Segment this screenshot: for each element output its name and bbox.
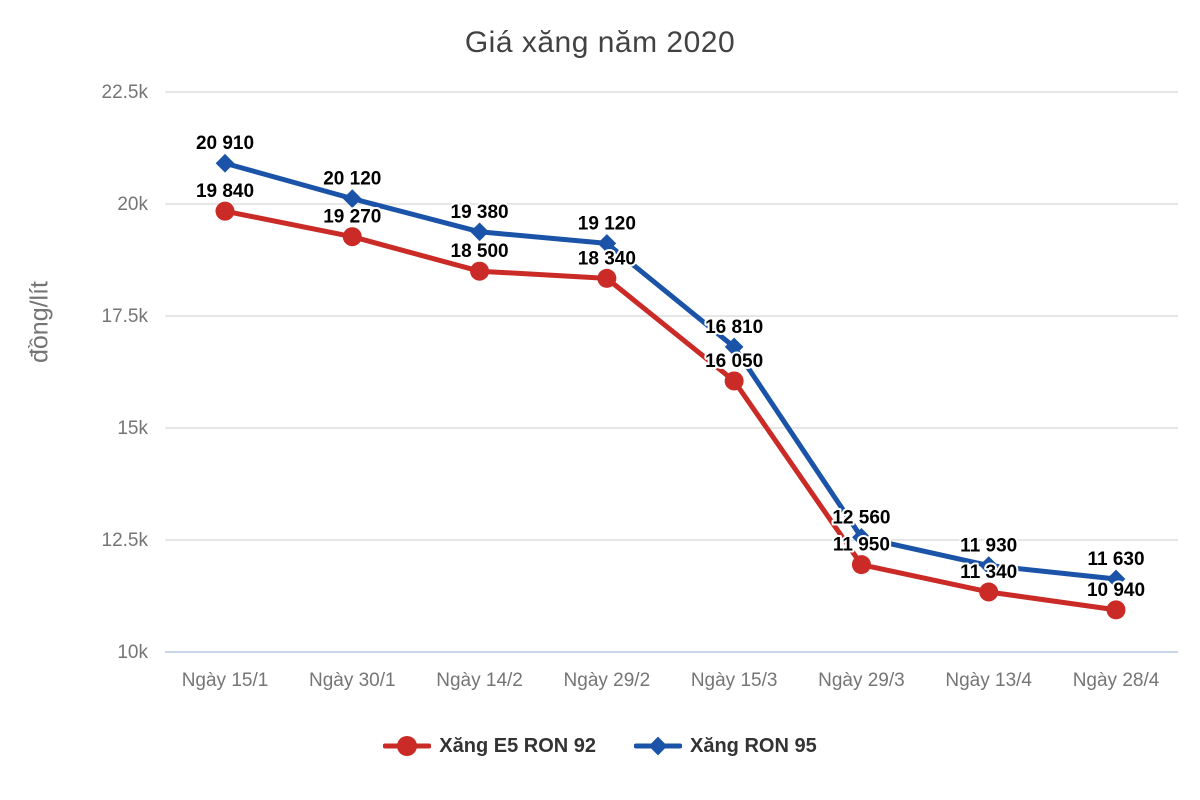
data-point-circle-icon [470, 261, 490, 281]
data-label: 19 120 [578, 213, 636, 234]
data-point-diamond-icon [215, 153, 235, 173]
y-tick-label: 17.5k [102, 306, 149, 327]
y-tick-label: 20k [117, 194, 148, 215]
data-point-circle-icon [342, 227, 362, 247]
data-point-diamond-icon [979, 556, 999, 575]
legend-diamond-marker-icon [634, 736, 682, 756]
y-tick-label: 12.5k [102, 530, 149, 551]
legend-item-1: Xăng E5 RON 92 [383, 733, 596, 759]
data-label: 11 340 [960, 562, 1017, 583]
data-label: 20 120 [323, 169, 381, 190]
data-label: 18 340 [578, 248, 636, 269]
x-tick-label: Ngày 30/1 [309, 670, 396, 691]
x-tick-label: Ngày 29/3 [818, 670, 905, 691]
data-point-circle-icon [851, 555, 871, 575]
data-label: 16 810 [705, 317, 763, 338]
x-tick-label: Ngày 13/4 [945, 670, 1032, 691]
legend-circle-marker-icon [383, 736, 432, 756]
y-tick-label: 15k [117, 418, 148, 439]
data-label: 19 270 [323, 207, 381, 228]
data-label: 19 840 [196, 181, 254, 202]
data-point-circle-icon [597, 268, 617, 288]
x-tick-label: Ngày 28/4 [1073, 670, 1160, 691]
x-tick-label: Ngày 15/3 [691, 670, 778, 691]
data-point-diamond-icon [724, 337, 744, 357]
data-label: 11 630 [1087, 549, 1144, 570]
data-point-circle-icon [215, 201, 235, 221]
y-tick-label: 22.5k [102, 82, 149, 103]
y-tick-label: 10k [117, 642, 148, 663]
x-tick-label: Ngày 29/2 [564, 670, 651, 691]
data-point-diamond-icon [852, 527, 871, 547]
data-point-circle-icon [979, 582, 999, 602]
legend-label: Xăng RON 95 [690, 734, 817, 757]
chart-title: Giá xăng năm 2020 [464, 26, 736, 59]
data-label: 16 050 [705, 351, 763, 372]
data-point-diamond-icon [342, 189, 362, 208]
data-label: 18 500 [451, 241, 509, 262]
x-tick-label: Ngày 15/1 [182, 670, 269, 691]
chart-legend: Xăng E5 RON 92 Xăng RON 95 [0, 733, 1200, 759]
data-label: 19 380 [451, 202, 509, 223]
legend-item-2: Xăng RON 95 [634, 733, 817, 759]
data-label: 12 560 [832, 507, 890, 528]
data-label: 10 940 [1087, 580, 1145, 601]
series-line-1 [222, 208, 1119, 613]
data-point-circle-icon [1106, 600, 1126, 620]
data-point-circle-icon [724, 371, 744, 391]
data-label: 11 930 [960, 536, 1017, 557]
data-label: 11 950 [833, 535, 890, 556]
data-point-diamond-icon [470, 222, 489, 242]
series-line-2 [222, 160, 1119, 582]
legend-label: Xăng E5 RON 92 [439, 734, 596, 757]
x-tick-label: Ngày 14/2 [436, 670, 523, 691]
data-label: 20 910 [196, 133, 254, 154]
